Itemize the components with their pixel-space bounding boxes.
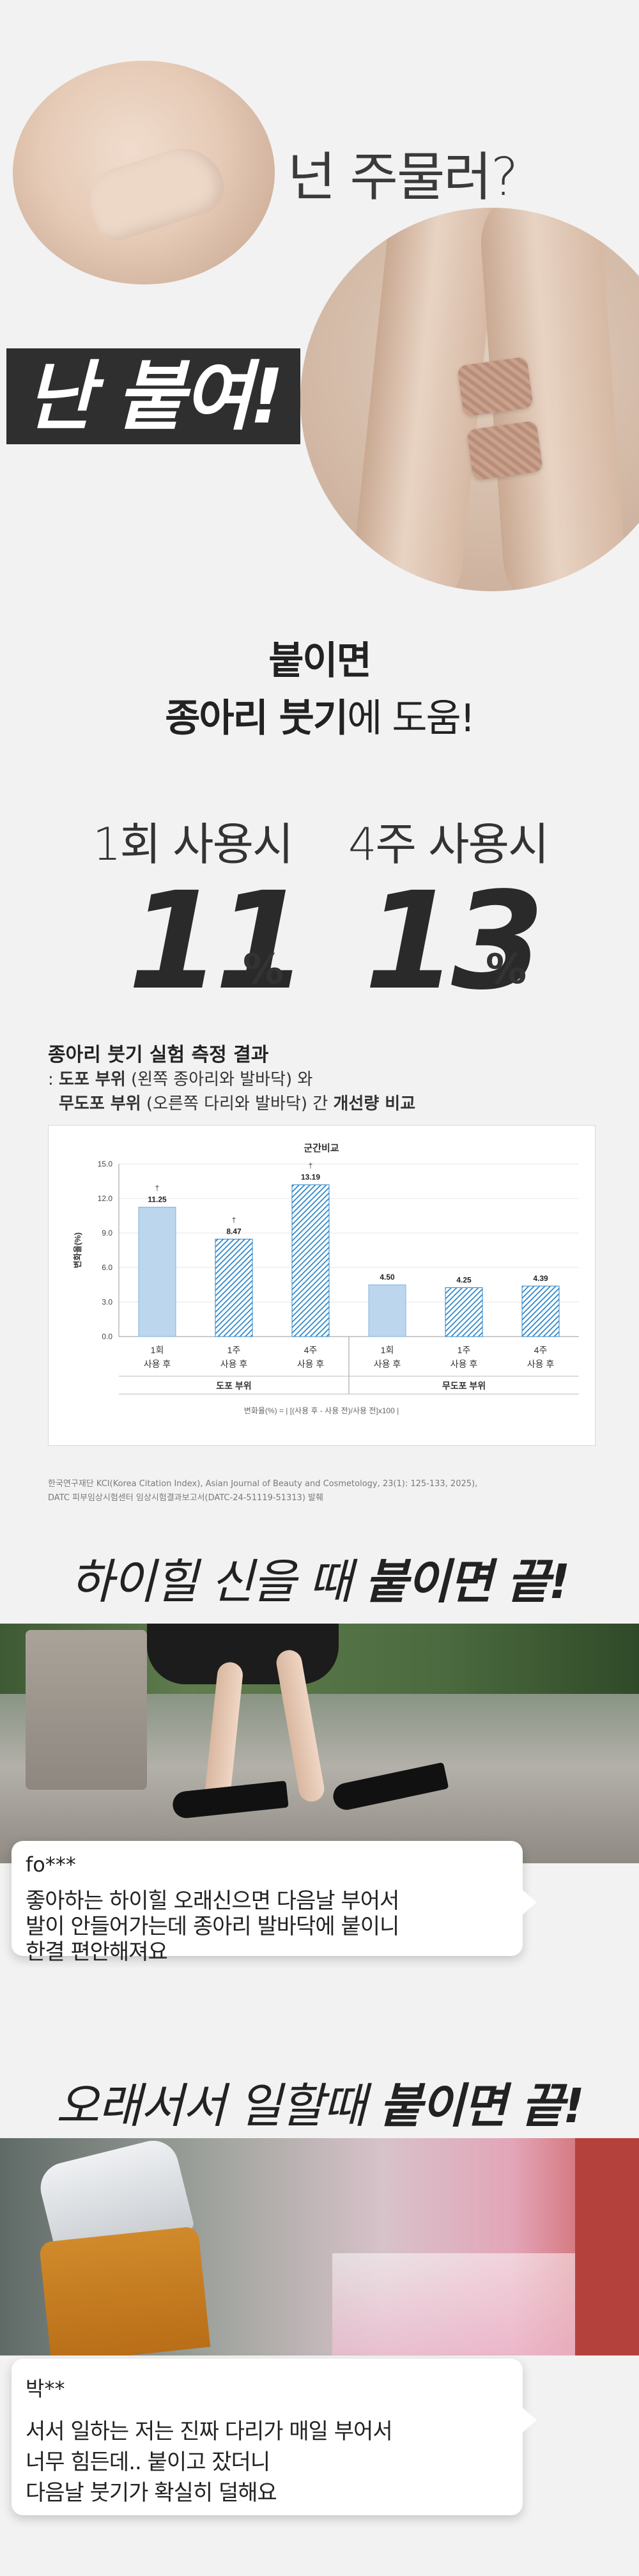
legs-patch-image (300, 208, 639, 591)
stat-value-2: 13 (364, 863, 544, 1020)
x-tick-label: 사용 후 (527, 1359, 555, 1369)
x-tick-label: 사용 후 (144, 1359, 171, 1369)
significance-marker: † (155, 1184, 160, 1193)
review1-line-2: 발이 안들어가는데 종아리 발바닥에 붙이니 (26, 1914, 399, 1939)
group-label: 도포 부위 (216, 1381, 251, 1391)
bar (445, 1287, 483, 1337)
chart-sub-line2: 무도포 부위 (오른쪽 다리와 발바닥) 간 개선량 비교 (59, 1090, 415, 1114)
chart-sub-line1: : 도포 부위 (왼쪽 종아리와 발바닥) 와 (48, 1070, 313, 1089)
bar-value-label: 11.25 (148, 1195, 167, 1204)
standing-work-photo (0, 2138, 639, 2355)
chart-sub2-bold: 무도포 부위 (59, 1094, 141, 1113)
review-card-1: fo*** 좋아하는 하이힐 오래신으면 다음날 부어서 발이 안들어가는데 종… (12, 1841, 537, 1965)
bar (368, 1284, 406, 1337)
review2-line-1: 서서 일하는 저는 진짜 다리가 매일 부어서 (26, 2419, 393, 2444)
bar (215, 1239, 253, 1337)
scene1-title-bold: 붙이면 끝! (364, 1555, 571, 1610)
patch-upper (456, 356, 534, 417)
bar-value-label: 8.47 (226, 1227, 242, 1236)
review1-line-3: 한결 편안해져요 (26, 1939, 168, 1965)
footnote-2: DATC 피부임상시험센터 임상시험결과보고서(DATC-24-51119-51… (48, 1493, 323, 1503)
x-tick-label: 4주 (534, 1345, 548, 1355)
bar-value-label: 4.50 (380, 1273, 395, 1282)
review1-line-1: 좋아하는 하이힐 오래신으면 다음날 부어서 (26, 1888, 399, 1914)
massage-hand-image (13, 61, 275, 284)
headline-line2-light: 에 도움! (347, 696, 475, 741)
y-axis-label: 변화율(%) (73, 1232, 82, 1268)
stone-lantern (26, 1630, 147, 1790)
headline-line2: 종아리 붓기에 도움! (0, 687, 639, 743)
x-tick-label: 1주 (227, 1345, 241, 1355)
hand-shape (82, 137, 231, 246)
hero-answer-box (6, 348, 300, 444)
high-heel-photo (0, 1624, 639, 1863)
significance-marker: † (309, 1161, 313, 1170)
x-tick-label: 사용 후 (374, 1359, 401, 1369)
y-tick-label: 6.0 (102, 1263, 112, 1272)
y-tick-label: 3.0 (102, 1298, 112, 1307)
headline-line1: 붙이면 (0, 630, 639, 685)
speech-tail-2 (518, 2403, 537, 2437)
y-tick-label: 12.0 (98, 1194, 113, 1203)
x-tick-label: 4주 (304, 1345, 318, 1355)
speech-tail (518, 1886, 537, 1919)
hero-section: 넌 주물러? 난 붙여! (0, 0, 639, 601)
bar-value-label: 13.19 (301, 1173, 320, 1182)
high-heel-shoe-1 (171, 1780, 289, 1820)
y-tick-label: 15.0 (98, 1160, 113, 1168)
y-tick-label: 9.0 (102, 1229, 112, 1238)
x-tick-label: 사용 후 (297, 1359, 325, 1369)
x-tick-label: 1주 (458, 1345, 471, 1355)
y-tick-label: 0.0 (102, 1332, 112, 1341)
x-tick-label: 사용 후 (220, 1359, 248, 1369)
bar-chart: 군간비교 0.0 3.0 6.0 9.0 12.0 15.0 변화율(%) 11.25 † 1회사용… (73, 1143, 579, 1415)
bar (138, 1207, 176, 1337)
chart-sub2-end: 개선량 비교 (333, 1094, 416, 1113)
x-tick-label: 1회 (381, 1345, 394, 1355)
stat-unit-2: % (486, 946, 527, 993)
stat-value-1: 11 (128, 863, 308, 1020)
chart-formula: 변화율(%) = | [(사용 후 - 사용 전)/사용 전]x100 | (244, 1406, 399, 1415)
chart-title: 군간비교 (304, 1143, 339, 1154)
scene2-title-bold: 붙이면 끝! (378, 2079, 585, 2134)
hero-answer: 난 붙여! (25, 352, 284, 440)
orange-apron (38, 2226, 211, 2355)
review1-user: fo*** (26, 1852, 76, 1877)
review2-user: 박** (26, 2377, 65, 2401)
bar-value-label: 4.25 (456, 1276, 472, 1285)
chart-section-title: 종아리 붓기 실험 측정 결과 (48, 1044, 269, 1066)
bar (291, 1184, 330, 1337)
stat-label-1: 1회 사용시 (93, 818, 293, 871)
significance-marker: † (232, 1216, 236, 1225)
review2-line-3: 다음날 붓기가 확실히 덜해요 (26, 2480, 277, 2506)
scene2-title: 오래서서 일할때 붙이면 끝! (0, 2068, 639, 2136)
chart-sub1-rest: (왼쪽 종아리와 발바닥) 와 (125, 1070, 313, 1089)
red-wall (575, 2138, 639, 2355)
group-label: 무도포 부위 (442, 1381, 486, 1391)
review-card-2: 박** 서서 일하는 저는 진짜 다리가 매일 부어서 너무 힘든데.. 붙이고… (12, 2359, 537, 2515)
stat-unit-1: % (243, 946, 284, 993)
x-tick-label: 사용 후 (450, 1359, 478, 1369)
scene1-title-light: 하이힐 신을 때 (70, 1555, 365, 1610)
hero-question: 넌 주물러? (288, 147, 518, 208)
scene2-title-light: 오래서서 일할때 (56, 2079, 379, 2134)
patch-lower (466, 420, 544, 481)
footnote-1: 한국연구재단 KCI(Korea Citation Index), Asian … (48, 1479, 478, 1489)
scene1-title: 하이힐 신을 때 붙이면 끝! (0, 1544, 639, 1612)
headline-line1-text: 붙이면 (268, 639, 372, 683)
chart-sub2-rest: (오른쪽 다리와 발바닥) 간 (141, 1094, 334, 1113)
stat-label-2: 4주 사용시 (348, 818, 549, 871)
headline-line2-bold: 종아리 붓기 (165, 696, 348, 741)
bar-value-label: 4.39 (533, 1274, 548, 1283)
high-heel-shoe-2 (330, 1762, 449, 1813)
review2-line-2: 너무 힘든데.. 붙이고 잤더니 (26, 2449, 270, 2475)
bar (521, 1285, 560, 1337)
x-tick-label: 1회 (151, 1345, 164, 1355)
chart-sub1-bold: 도포 부위 (59, 1070, 126, 1089)
